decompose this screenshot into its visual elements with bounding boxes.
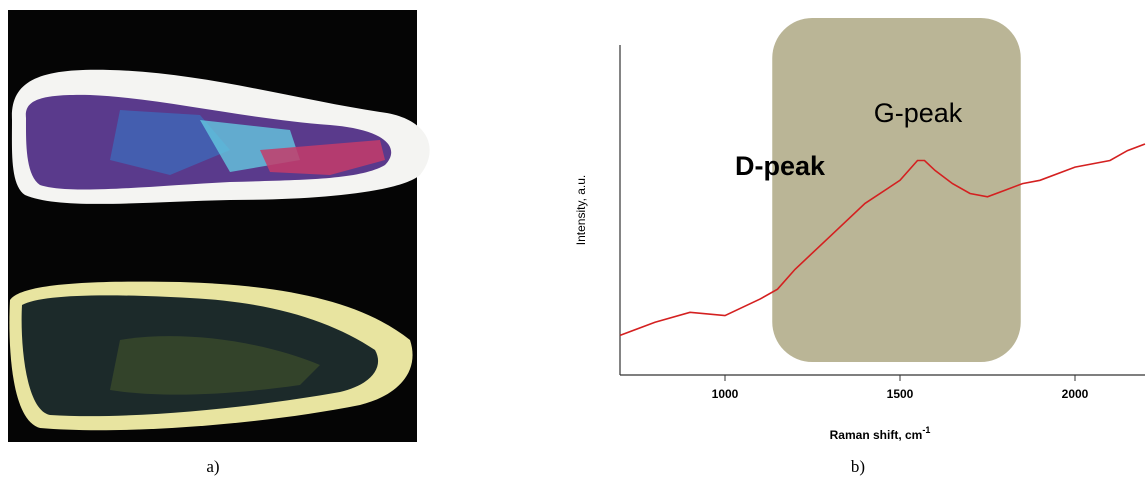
figure: a) b) 1000 1500 2000 Raman shift, cm-1 Inten… bbox=[0, 0, 1147, 482]
y-axis-label: Intensity, a.u. bbox=[574, 175, 588, 245]
x-tick-label: 1000 bbox=[712, 387, 739, 401]
panel-label: a) bbox=[206, 457, 219, 476]
x-tick-label: 1500 bbox=[887, 387, 914, 401]
panel-label: b) bbox=[851, 457, 865, 476]
x-axis-label-text: Raman shift, cm bbox=[830, 428, 923, 442]
annotation: G-peak bbox=[874, 98, 963, 128]
x-axis-label: Raman shift, cm-1 bbox=[830, 425, 931, 442]
annotation: D-peak bbox=[735, 151, 826, 181]
chart: 1000 1500 2000 Raman shift, cm-1 Intensity, … bbox=[574, 18, 1145, 442]
page: {"chart_data": {"type": "line", "xlabel"… bbox=[0, 0, 1147, 482]
highlight-band bbox=[772, 18, 1021, 362]
x-tick-label: 2000 bbox=[1062, 387, 1089, 401]
x-axis-label-sup: -1 bbox=[922, 425, 930, 435]
photo bbox=[8, 10, 430, 442]
